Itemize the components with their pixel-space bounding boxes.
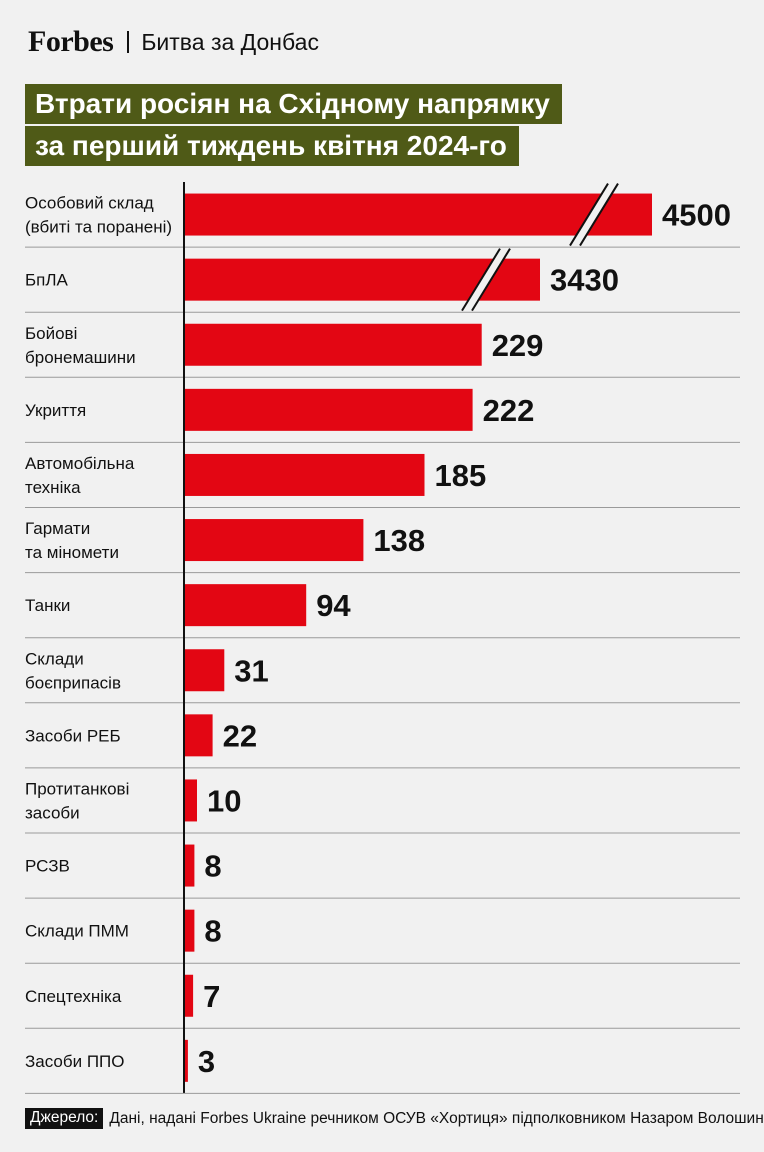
category-label: Танки bbox=[25, 596, 70, 615]
value-label: 4500 bbox=[662, 198, 731, 233]
header: Forbes Битва за Донбас bbox=[28, 22, 319, 62]
category-label: Засоби РЕБ bbox=[25, 726, 121, 745]
category-label: Гармати bbox=[25, 519, 90, 538]
category-label: засоби bbox=[25, 803, 80, 822]
category-label: БпЛА bbox=[25, 271, 69, 290]
value-label: 22 bbox=[223, 718, 257, 753]
value-label: 3 bbox=[198, 1044, 215, 1079]
bar bbox=[184, 714, 213, 757]
category-label: та міномети bbox=[25, 543, 119, 562]
bar bbox=[184, 974, 194, 1017]
category-label: техніка bbox=[25, 478, 81, 497]
footer-source: Джерело: Дані, надані Forbes Ukraine реч… bbox=[25, 1108, 764, 1129]
axis-break-line bbox=[579, 183, 619, 247]
category-label: Укриття bbox=[25, 401, 86, 420]
source-label: Джерело: bbox=[25, 1108, 104, 1129]
category-label: РСЗВ bbox=[25, 857, 70, 876]
value-label: 3430 bbox=[550, 263, 619, 298]
category-label: Засоби ППО bbox=[25, 1052, 125, 1071]
bar bbox=[184, 649, 225, 692]
axis-break-gap bbox=[570, 183, 618, 246]
bar bbox=[184, 193, 652, 236]
chart-title-line-2: за перший тиждень квітня 2024-го bbox=[25, 126, 519, 166]
axis-break-line bbox=[569, 183, 609, 247]
bar bbox=[184, 519, 364, 562]
axis-break-gap bbox=[462, 248, 510, 311]
category-label: боєприпасів bbox=[25, 673, 121, 692]
value-label: 31 bbox=[234, 653, 268, 688]
category-label: Спецтехніка bbox=[25, 987, 122, 1006]
value-label: 229 bbox=[492, 328, 544, 363]
header-divider bbox=[127, 31, 130, 53]
bar bbox=[184, 779, 197, 822]
category-label: Бойові bbox=[25, 324, 77, 343]
source-text: Дані, надані Forbes Ukraine речником ОСУ… bbox=[109, 1109, 764, 1127]
axis-break-line bbox=[471, 248, 511, 312]
bar bbox=[184, 453, 425, 496]
category-label: Автомобільна bbox=[25, 454, 135, 473]
value-label: 185 bbox=[435, 458, 487, 493]
bar bbox=[184, 323, 482, 366]
value-label: 222 bbox=[483, 393, 535, 428]
axis-break-line bbox=[461, 248, 501, 312]
bar bbox=[184, 388, 473, 431]
section-title: Битва за Донбас bbox=[141, 28, 319, 55]
category-label: Особовий склад bbox=[25, 194, 154, 213]
bar bbox=[184, 844, 195, 887]
value-label: 10 bbox=[207, 783, 241, 818]
value-label: 8 bbox=[204, 849, 221, 884]
category-label: Склади ПММ bbox=[25, 922, 129, 941]
bar bbox=[184, 1039, 188, 1082]
value-label: 138 bbox=[373, 523, 425, 558]
forbes-logo: Forbes bbox=[28, 25, 114, 58]
category-label: (вбиті та поранені) bbox=[25, 218, 172, 237]
value-label: 8 bbox=[204, 914, 221, 949]
category-label: бронемашини bbox=[25, 348, 136, 367]
category-label: Протитанкові bbox=[25, 779, 129, 798]
value-label: 7 bbox=[203, 979, 220, 1014]
category-label: Склади bbox=[25, 649, 84, 668]
value-label: 94 bbox=[316, 588, 351, 623]
bar bbox=[184, 909, 195, 952]
bar bbox=[184, 584, 307, 627]
chart-title-line-1: Втрати росіян на Східному напрямку bbox=[25, 84, 562, 124]
